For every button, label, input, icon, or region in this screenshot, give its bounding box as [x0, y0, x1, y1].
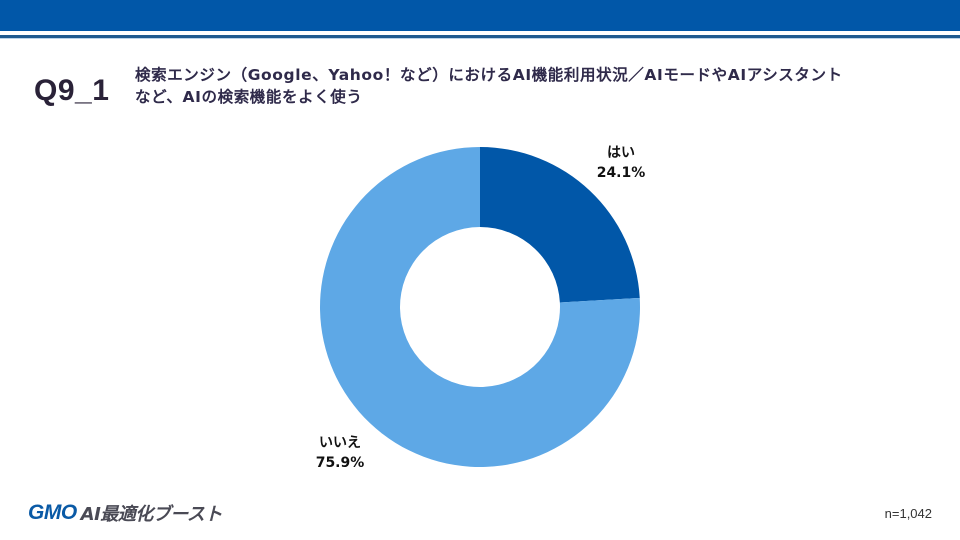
logo-brand: GMO: [28, 501, 77, 524]
question-title-line2: など、AIの検索機能をよく使う: [135, 88, 363, 106]
sample-size: n=1,042: [884, 506, 932, 521]
label-yes: はい 24.1%: [586, 143, 656, 183]
header-bar: [0, 0, 960, 31]
header-stripe-light: [0, 38, 960, 39]
label-yes-name: はい: [607, 145, 635, 161]
label-no: いいえ 75.9%: [300, 433, 380, 473]
label-yes-value: 24.1%: [596, 165, 646, 181]
donut-slice-yes: [480, 147, 640, 303]
label-no-value: 75.9%: [315, 455, 365, 471]
question-number: Q9_1: [34, 74, 110, 107]
label-no-name: いいえ: [319, 435, 361, 451]
question-title-line1: 検索エンジン（Google、Yahoo！など）におけるAI機能利用状況／AIモー…: [135, 66, 843, 84]
gmo-logo: GMO AI最適化ブースト: [28, 501, 223, 525]
logo-product: AI最適化ブースト: [80, 504, 223, 525]
question-title: 検索エンジン（Google、Yahoo！など）におけるAI機能利用状況／AIモー…: [135, 64, 935, 108]
donut-slice-no: [319, 147, 640, 468]
header-stripe: [0, 35, 960, 38]
